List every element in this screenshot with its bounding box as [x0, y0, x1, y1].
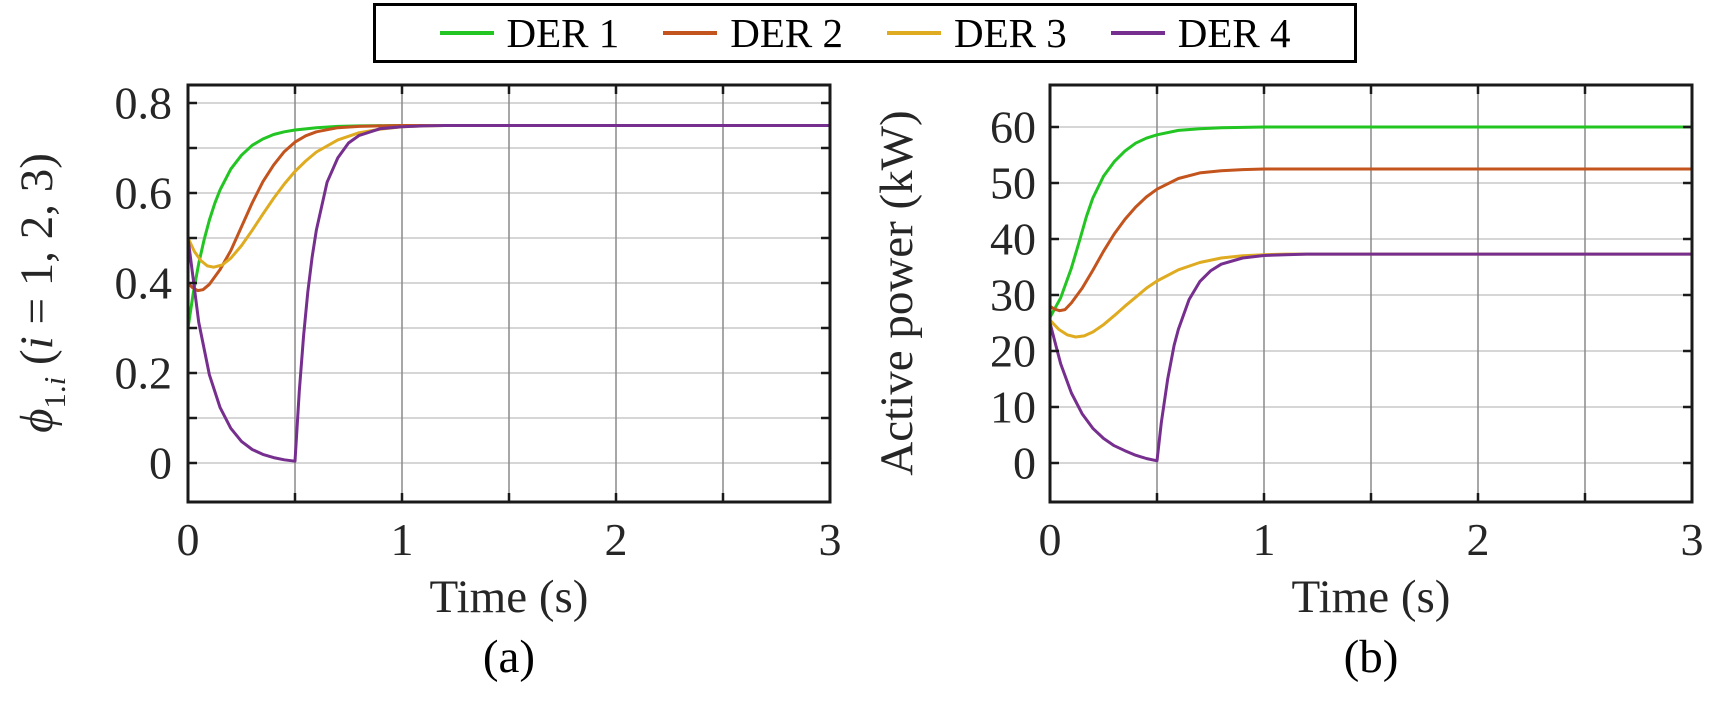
y-tick-label: 0	[149, 438, 172, 489]
y-tick-label: 60	[990, 102, 1036, 153]
subplot-caption: (a)	[483, 631, 535, 683]
series-line-der-4	[186, 124, 832, 463]
legend-item-der-2: DER 2	[663, 9, 843, 56]
legend-line-swatch	[439, 31, 494, 35]
y-tick-label: 50	[990, 158, 1036, 209]
x-tick-label: 3	[1681, 514, 1704, 565]
y-tick-label: 0.2	[115, 348, 173, 399]
legend-item-der-1: DER 1	[439, 9, 620, 56]
legend-label: DER 2	[730, 9, 843, 56]
series-line-der-1	[1048, 125, 1694, 319]
chart-b-grid	[1050, 85, 1692, 502]
legend-label: DER 1	[506, 9, 620, 56]
legend-label: DER 3	[954, 9, 1067, 56]
y-axis-label: Active power (kW)	[871, 110, 923, 475]
y-tick-label: 0	[1013, 438, 1036, 489]
series-line-der-2	[1048, 167, 1694, 313]
x-axis-label: Time (s)	[1292, 571, 1451, 623]
x-tick-label: 2	[1467, 514, 1490, 565]
y-tick-label: 0.4	[115, 258, 173, 309]
y-tick-label: 40	[990, 214, 1036, 265]
x-tick-label: 3	[819, 514, 842, 565]
chart-a: 0 1 2 3 0 0.2 0.4 0.6 0.8 Time (s) (a) ϕ1.i (i = 1,…	[11, 78, 842, 684]
chart-a-series	[186, 124, 832, 463]
x-tick-label: 1	[1253, 514, 1276, 565]
y-tick-label: 10	[990, 382, 1036, 433]
x-tick-label: 1	[391, 514, 414, 565]
x-axis-label: Time (s)	[430, 571, 589, 623]
y-tick-label: 20	[990, 326, 1036, 377]
legend-box: DER 1 DER 2 DER 3 DER 4	[373, 3, 1357, 63]
x-tick-label: 0	[177, 514, 200, 565]
y-tick-label: 0.8	[115, 78, 173, 129]
legend-line-swatch	[887, 31, 941, 35]
y-tick-label: 30	[990, 270, 1036, 321]
chart-b-ticks	[1048, 85, 1694, 502]
legend-label: DER 4	[1177, 9, 1291, 56]
x-tick-label: 2	[605, 514, 628, 565]
subplot-caption: (b)	[1344, 631, 1399, 683]
legend-item-der-3: DER 3	[887, 9, 1067, 56]
chart-a-ticks	[186, 85, 832, 502]
chart-b-series	[1048, 125, 1694, 463]
x-tick-label: 0	[1039, 514, 1062, 565]
legend-line-swatch	[1110, 31, 1165, 35]
y-axis-label: ϕ1.i (i = 1, 2, 3)	[11, 153, 72, 433]
series-line-der-4	[1048, 252, 1694, 463]
legend-item-der-4: DER 4	[1110, 9, 1291, 56]
legend-line-swatch	[663, 31, 718, 35]
chart-a-grid	[188, 85, 830, 502]
y-tick-label: 0.6	[115, 168, 173, 219]
